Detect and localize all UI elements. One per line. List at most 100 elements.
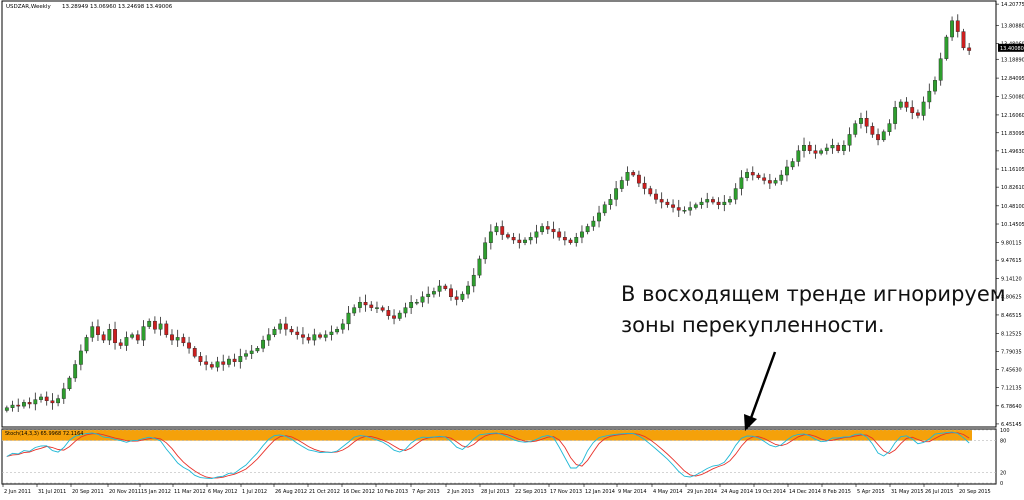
time-tick-label: 22 Sep 2013 (515, 489, 547, 495)
candle-body (824, 147, 829, 151)
candle-body (454, 296, 459, 300)
candle-body (124, 337, 129, 346)
annotation-line-1: В восходящем тренде игнорируем (621, 282, 1006, 306)
price-tick-label: 12.84095 (1001, 76, 1024, 82)
price-tick-label: 10.82610 (1001, 185, 1024, 191)
candle-body (523, 239, 527, 243)
price-tick-label: 12.16060 (1001, 113, 1024, 119)
candle-body (164, 323, 169, 335)
time-tick-label: 20 Sep 2015 (959, 489, 991, 495)
candle-body (147, 320, 152, 327)
price-tick-label: 11.83095 (1001, 131, 1024, 137)
time-tick-label: 24 Aug 2014 (721, 489, 753, 495)
candle-body (648, 188, 653, 195)
candle-body (96, 326, 100, 335)
candle-body (278, 323, 283, 330)
candle-body (927, 90, 932, 103)
candle-body (221, 361, 226, 365)
candle-body (716, 201, 721, 205)
candle-body (39, 396, 43, 400)
price-panel-frame (1, 0, 997, 428)
candle-body (244, 353, 248, 357)
indicator-panel-frame (1, 428, 997, 485)
candle-body (739, 177, 744, 189)
candle-body (722, 201, 727, 205)
candle-body (261, 339, 265, 349)
time-tick-label: 10 Feb 2013 (377, 489, 408, 495)
candle-body (289, 329, 294, 333)
time-tick-label: 2 Jun 2011 (4, 489, 31, 495)
time-tick-label: 26 Jul 2015 (925, 489, 953, 495)
stochastic-level-label: 80 (1000, 439, 1006, 445)
candle-body (711, 199, 715, 203)
candle-body (836, 145, 841, 151)
candle-body (750, 172, 755, 176)
candle-body (511, 237, 516, 241)
candle-body (198, 356, 203, 362)
time-tick-label: 4 May 2014 (653, 489, 682, 495)
candle-body (67, 377, 72, 390)
candle-body (238, 356, 243, 362)
time-tick-label: 14 Dec 2014 (789, 489, 821, 495)
price-tick-label: 7.12135 (1001, 386, 1022, 392)
candle-body (78, 350, 83, 365)
candle-body (84, 337, 89, 352)
candle-body (90, 326, 95, 338)
candle-body (830, 145, 835, 149)
candle-body (915, 112, 920, 116)
candle-body (204, 361, 209, 365)
price-tick-label: 13.18890 (1001, 57, 1024, 63)
candle-body (580, 231, 584, 238)
candle-body (101, 334, 106, 341)
candle-body (27, 402, 32, 405)
candle-body (540, 226, 545, 233)
candle-body (568, 239, 573, 243)
time-tick-label: 31 May 2015 (891, 489, 924, 495)
candle-body (910, 107, 915, 113)
price-tick-label: 6.45145 (1001, 422, 1022, 428)
candle-body (619, 180, 624, 189)
candle-body (847, 134, 852, 146)
chart-ohlc-label: 13.28949 13.06960 13.24698 13.49006 (62, 4, 173, 10)
time-tick-label: 29 Jun 2014 (687, 489, 717, 495)
candle-body (340, 323, 345, 330)
candle-body (608, 199, 613, 205)
candle-body (431, 291, 436, 295)
time-tick-label: 15 Jan 2012 (141, 489, 171, 495)
candle-body (671, 204, 675, 208)
candle-body (944, 36, 949, 59)
candle-body (420, 296, 425, 303)
time-tick-label: 20 Nov 2011 (109, 489, 141, 495)
candle-body (614, 188, 619, 200)
candle-body (61, 388, 66, 399)
price-tick-label: 13.80880 (1001, 24, 1024, 30)
annotation-line-2: зоны перекупленности. (621, 313, 885, 337)
candle-body (841, 145, 846, 151)
candle-body (642, 182, 647, 189)
candle-body (767, 180, 772, 184)
time-tick-label: 26 Aug 2012 (275, 489, 307, 495)
time-tick-label: 17 Nov 2013 (550, 489, 582, 495)
current-price-label: 13.40080 (1000, 46, 1024, 52)
candle-body (135, 334, 140, 341)
candle-body (352, 307, 357, 314)
price-tick-label: 12.50080 (1001, 95, 1024, 101)
candle-body (215, 361, 220, 368)
candle-body (597, 212, 601, 222)
time-tick-label: 20 Sep 2011 (72, 489, 104, 495)
time-tick-label: 1 Jul 2012 (242, 489, 267, 495)
candle-body (50, 400, 55, 404)
candle-body (323, 334, 328, 338)
candle-body (329, 331, 334, 335)
candle-body (745, 172, 749, 178)
candle-body (227, 358, 231, 365)
candle-body (73, 364, 78, 379)
time-tick-label: 21 Oct 2012 (309, 489, 340, 495)
candle-body (796, 150, 801, 162)
candle-body (449, 288, 453, 298)
candle-body (887, 123, 892, 132)
stochastic-level-label: 100 (1000, 428, 1010, 434)
candle-body (557, 231, 562, 238)
